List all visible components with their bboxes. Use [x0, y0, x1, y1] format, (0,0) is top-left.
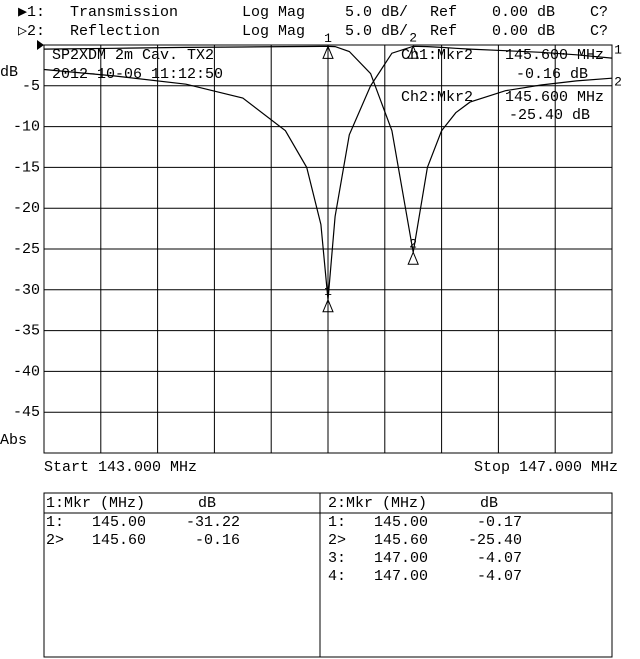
- trace: [43, 45, 613, 300]
- trace-end-label: 2: [614, 75, 622, 90]
- table-cell: 3:: [328, 550, 346, 567]
- table-cell: -4.07: [477, 550, 522, 567]
- marker-label: 2: [409, 31, 417, 46]
- y-tick-label: -40: [13, 363, 40, 380]
- table-cell: -4.07: [477, 568, 522, 585]
- channel-header: Ref: [430, 23, 457, 40]
- ref-pointer: [37, 40, 44, 50]
- table-header: 2:Mkr (MHz): [328, 495, 427, 512]
- timestamp: 2012-10-06 11:12:50: [52, 66, 223, 83]
- table-cell: 147.00: [374, 568, 428, 585]
- marker-triangle: [407, 250, 419, 265]
- y-tick-label: -20: [13, 200, 40, 217]
- table-header: 1:Mkr (MHz): [46, 495, 145, 512]
- channel-header: Log Mag: [242, 23, 305, 40]
- stop-label: Stop 147.000 MHz: [474, 459, 618, 476]
- channel-header: 5.0 dB/: [345, 4, 408, 21]
- y-mode: Abs: [0, 432, 27, 449]
- marker-triangle: [322, 45, 334, 59]
- table-cell: -25.40: [468, 532, 522, 549]
- marker-label: 1: [324, 31, 332, 46]
- table-cell: 2>: [46, 532, 64, 549]
- trace: [43, 45, 613, 253]
- channel-header: C?: [590, 4, 608, 21]
- y-tick-label: -10: [13, 119, 40, 136]
- marker-label: 2: [409, 237, 417, 252]
- table-header: dB: [480, 495, 498, 512]
- y-tick-label: -15: [13, 159, 40, 176]
- marker-readout: -25.40 dB: [509, 107, 590, 124]
- table-cell: 145.00: [374, 514, 428, 531]
- y-tick-label: -35: [13, 323, 40, 340]
- trace-end-label: 1: [614, 42, 622, 57]
- start-label: Start 143.000 MHz: [44, 459, 197, 476]
- channel-header: Ref: [430, 4, 457, 21]
- table-cell: 145.60: [374, 532, 428, 549]
- table-cell: 145.60: [92, 532, 146, 549]
- channel-header: ▷2:: [18, 23, 45, 40]
- table-cell: 145.00: [92, 514, 146, 531]
- channel-header: C?: [590, 23, 608, 40]
- marker-readout: Ch2:Mkr2: [401, 89, 473, 106]
- y-unit: dB: [0, 64, 18, 81]
- channel-header: 5.0 dB/: [345, 23, 408, 40]
- channel-header: Log Mag: [242, 4, 305, 21]
- marker-triangle: [407, 45, 419, 59]
- marker-readout: 145.600 MHz: [505, 89, 604, 106]
- table-cell: -0.17: [477, 514, 522, 531]
- marker-triangle: [322, 298, 334, 313]
- marker-readout: Ch1:Mkr2: [401, 47, 473, 64]
- table-header: dB: [198, 495, 216, 512]
- channel-header: Reflection: [70, 23, 160, 40]
- channel-header: 0.00 dB: [492, 4, 555, 21]
- table-cell: 1:: [328, 514, 346, 531]
- table-cell: -0.16: [195, 532, 240, 549]
- plot-title: SP2XDM 2m Cav. TX2: [52, 47, 214, 64]
- table-cell: 4:: [328, 568, 346, 585]
- y-tick-label: -30: [13, 282, 40, 299]
- table-cell: 1:: [46, 514, 64, 531]
- marker-label: 1: [324, 284, 332, 299]
- channel-header: Transmission: [70, 4, 178, 21]
- y-tick-label: -5: [22, 78, 40, 95]
- table-frame: [43, 492, 613, 658]
- y-tick-label: -25: [13, 241, 40, 258]
- y-tick-label: -45: [13, 404, 40, 421]
- table-cell: 2>: [328, 532, 346, 549]
- marker-readout: -0.16 dB: [516, 66, 588, 83]
- channel-header: 0.00 dB: [492, 23, 555, 40]
- channel-header: ▶1:: [18, 4, 45, 21]
- table-cell: 147.00: [374, 550, 428, 567]
- table-cell: -31.22: [186, 514, 240, 531]
